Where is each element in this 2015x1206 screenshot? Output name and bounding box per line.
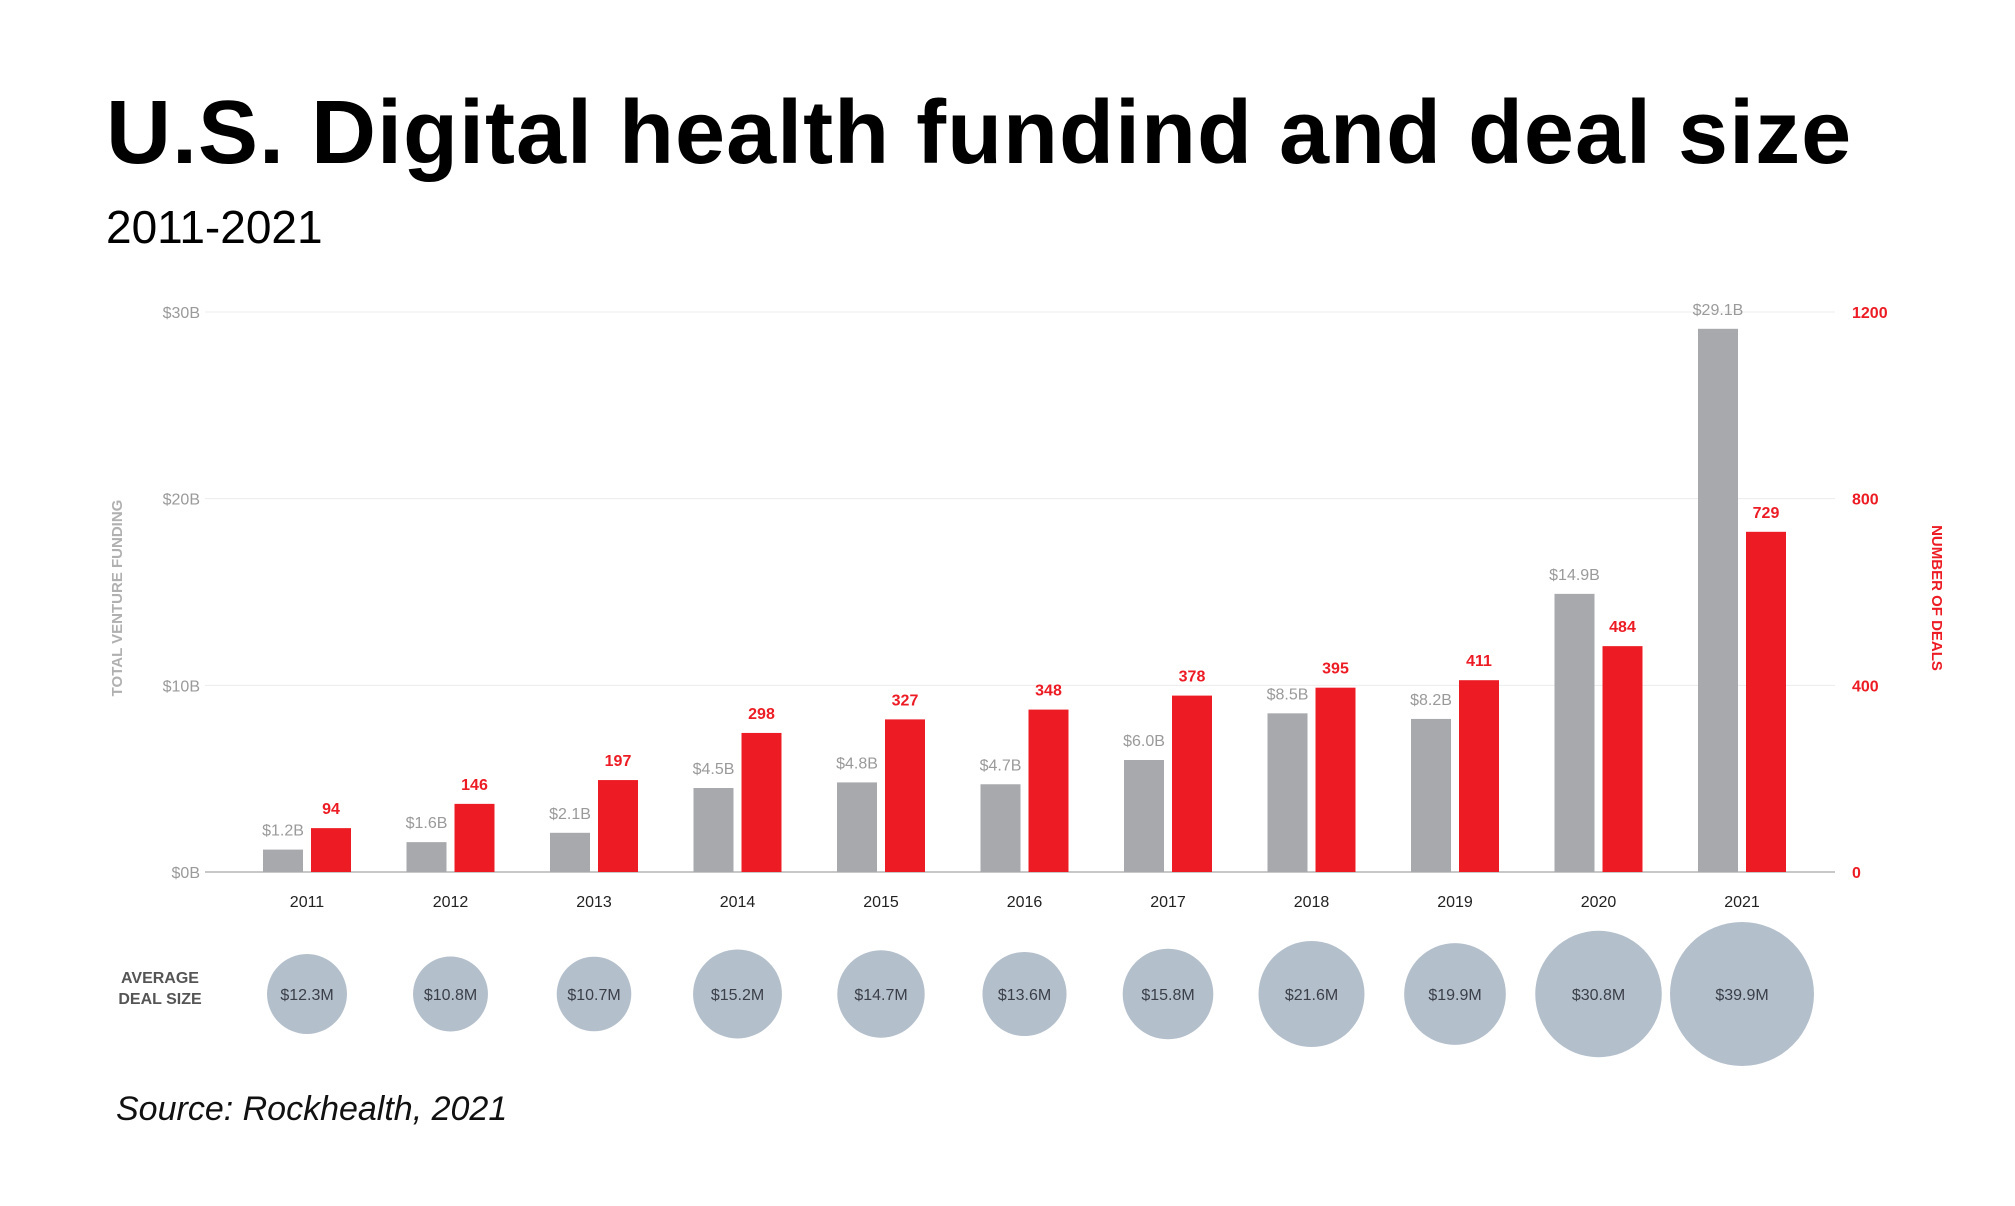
funding-bar xyxy=(1698,328,1738,872)
deals-value-label: 395 xyxy=(1322,661,1349,678)
funding-value-label: $8.5B xyxy=(1267,686,1309,703)
funding-bar xyxy=(693,788,734,872)
y2-tick-label: 1200 xyxy=(1852,305,1888,322)
funding-value-label: $14.9B xyxy=(1549,567,1600,584)
y2-tick-label: 400 xyxy=(1852,678,1879,695)
deals-bar xyxy=(741,732,782,872)
funding-value-label: $1.2B xyxy=(262,823,304,840)
deals-bar xyxy=(598,780,638,872)
y-tick-label: $10B xyxy=(163,678,200,695)
deal-size-label: $21.6M xyxy=(1285,987,1338,1004)
deals-bar xyxy=(1602,646,1643,872)
y-tick-label: $0B xyxy=(172,865,200,882)
funding-value-label: $6.0B xyxy=(1123,733,1165,750)
deal-size-label: $15.8M xyxy=(1141,987,1194,1004)
deals-value-label: 298 xyxy=(748,706,775,723)
deals-bar xyxy=(1315,687,1356,872)
deal-size-label: $15.2M xyxy=(711,987,764,1004)
deal-size-label: $10.8M xyxy=(424,987,477,1004)
y2-tick-label: 0 xyxy=(1852,865,1861,882)
y-tick-label: $30B xyxy=(163,305,200,322)
deal-size-label: $39.9M xyxy=(1715,987,1768,1004)
y2-axis-title: NUMBER OF DEALS xyxy=(1928,525,1945,671)
deal-size-label: $13.6M xyxy=(998,987,1051,1004)
deals-bar xyxy=(1459,680,1499,872)
deals-value-label: 348 xyxy=(1035,683,1062,700)
deal-size-bubble xyxy=(837,950,925,1038)
deals-bar xyxy=(885,719,925,872)
deal-size-bubble xyxy=(1122,948,1214,1040)
funding-bar xyxy=(1411,718,1451,872)
funding-value-label: $29.1B xyxy=(1693,302,1744,319)
funding-bar xyxy=(1554,593,1595,872)
chart-title: U.S. Digital health fundind and deal siz… xyxy=(106,83,1853,183)
y2-tick-label: 800 xyxy=(1852,492,1879,509)
funding-bar xyxy=(550,832,590,872)
chart-subtitle: 2011-2021 xyxy=(106,201,323,253)
deal-size-label: $19.9M xyxy=(1428,987,1481,1004)
deals-value-label: 94 xyxy=(322,801,340,818)
deals-bar xyxy=(1746,531,1786,872)
deal-size-bubble xyxy=(556,956,632,1032)
source-note: Source: Rockhealth, 2021 xyxy=(116,1090,508,1128)
x-tick-label: 2013 xyxy=(576,894,612,911)
deals-bar xyxy=(454,803,495,872)
funding-bar xyxy=(837,782,877,872)
x-tick-label: 2017 xyxy=(1150,894,1186,911)
funding-bar xyxy=(1267,713,1308,872)
funding-bar xyxy=(1124,760,1164,872)
x-tick-label: 2016 xyxy=(1007,894,1043,911)
x-tick-label: 2014 xyxy=(720,894,756,911)
deal-size-bubble xyxy=(413,956,488,1032)
funding-value-label: $4.7B xyxy=(980,757,1022,774)
average-deal-size-label: AVERAGE DEAL SIZE xyxy=(118,970,202,1008)
funding-value-label: $2.1B xyxy=(549,806,591,823)
deal-size-label: $10.7M xyxy=(567,987,620,1004)
deal-size-bubble xyxy=(1258,941,1365,1047)
deal-size-bubble xyxy=(267,954,347,1034)
deals-bar xyxy=(1172,695,1212,872)
deals-value-label: 146 xyxy=(461,777,488,794)
y-tick-label: $20B xyxy=(163,492,200,509)
x-tick-label: 2020 xyxy=(1581,894,1617,911)
x-tick-label: 2012 xyxy=(433,894,469,911)
deal-size-label: $30.8M xyxy=(1572,987,1625,1004)
x-tick-label: 2019 xyxy=(1437,894,1473,911)
deals-value-label: 484 xyxy=(1609,619,1636,636)
deal-size-bubble xyxy=(982,951,1067,1037)
funding-bar xyxy=(980,784,1021,872)
funding-bar xyxy=(406,842,447,872)
deals-value-label: 411 xyxy=(1466,653,1492,670)
x-tick-label: 2011 xyxy=(290,894,325,911)
deal-size-bubble xyxy=(1670,922,1814,1066)
deals-value-label: 378 xyxy=(1179,669,1206,686)
deals-value-label: 327 xyxy=(892,692,919,709)
deal-size-label: $12.3M xyxy=(280,987,333,1004)
deal-size-bubble xyxy=(1535,930,1662,1058)
deal-size-bubble xyxy=(693,949,782,1039)
deals-value-label: 197 xyxy=(605,753,632,770)
y-axis-title: TOTAL VENTURE FUNDING xyxy=(109,500,126,697)
funding-value-label: $8.2B xyxy=(1410,692,1452,709)
deals-bar xyxy=(1028,709,1069,872)
deals-value-label: 729 xyxy=(1753,505,1780,522)
funding-value-label: $4.5B xyxy=(693,761,735,778)
deal-size-bubble xyxy=(1404,943,1506,1045)
x-tick-label: 2021 xyxy=(1724,894,1760,911)
funding-bar xyxy=(263,849,303,872)
x-tick-label: 2018 xyxy=(1294,894,1330,911)
x-tick-label: 2015 xyxy=(863,894,899,911)
deal-size-label: $14.7M xyxy=(854,987,907,1004)
deals-bar xyxy=(311,828,351,872)
funding-value-label: $1.6B xyxy=(406,815,448,832)
funding-value-label: $4.8B xyxy=(836,755,878,772)
